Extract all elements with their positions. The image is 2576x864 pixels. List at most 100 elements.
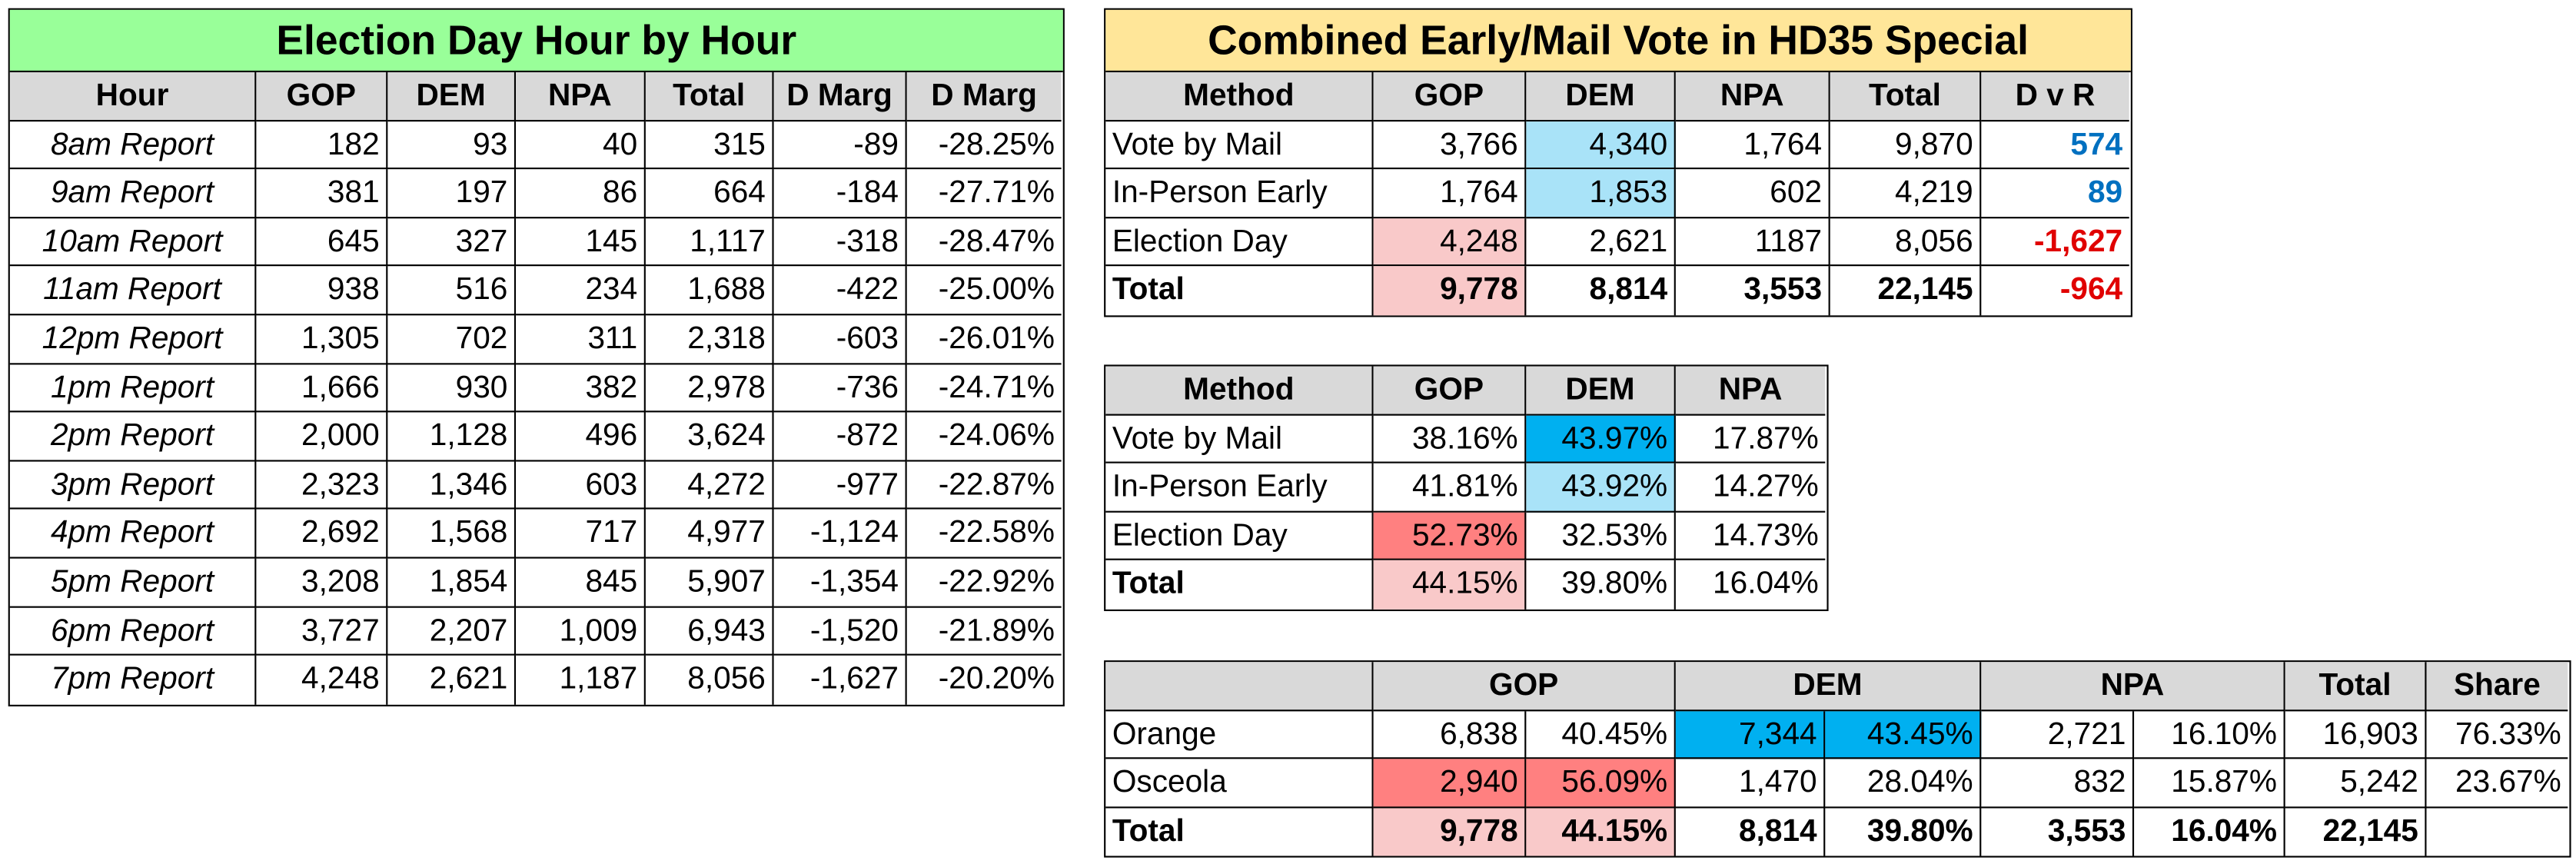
cell: In-Person Early bbox=[1105, 169, 1374, 218]
cell: -21.89% bbox=[906, 607, 1062, 656]
cell: 9,778 bbox=[1373, 267, 1527, 316]
cell: 2,000 bbox=[256, 412, 388, 461]
table-row: Osceola 2,940 56.09% 1,470 28.04% 832 15.87% 5,… bbox=[1105, 759, 2569, 808]
cell: -20.20% bbox=[938, 662, 1055, 697]
cell: 28.04% bbox=[1825, 759, 1982, 808]
table-row: Orange 6,838 40.45% 7,344 43.45% 2,721 16.10% 1… bbox=[1105, 710, 2569, 759]
cell: 311 bbox=[516, 315, 646, 364]
cell: 2,318 bbox=[645, 315, 774, 364]
cell: 938 bbox=[256, 267, 388, 316]
cell: DEM bbox=[1675, 662, 1982, 711]
table-row: Total 9,778 44.15% 8,814 39.80% 3,553 16.04% 22… bbox=[1105, 807, 2569, 857]
table-row: 11am Report 938 516 234 1,688 -422 -25.00% bbox=[9, 267, 1063, 316]
cell: 145 bbox=[516, 218, 646, 268]
cell: 2pm Report bbox=[9, 412, 257, 461]
header-row: Method GOP DEM NPA bbox=[1105, 366, 1826, 415]
table-row: In-Person Early 41.81% 43.92% 14.27% bbox=[1105, 464, 1826, 513]
cell: 38.16% bbox=[1373, 414, 1527, 464]
table-title: Combined Early/Mail Vote in HD35 Special bbox=[1105, 9, 2131, 73]
cell: -1,354 bbox=[773, 558, 907, 607]
cell: DEM bbox=[1526, 72, 1676, 121]
cell: 3,553 bbox=[1981, 807, 2135, 857]
cell: -736 bbox=[773, 364, 907, 413]
cell: -25.00% bbox=[906, 267, 1062, 316]
cell: 1,305 bbox=[256, 315, 388, 364]
cell: 17.87% bbox=[1675, 415, 1826, 464]
cell: -26.01% bbox=[906, 315, 1062, 364]
cell: 930 bbox=[387, 364, 517, 413]
cell: 1,128 bbox=[387, 412, 517, 461]
cell: 7pm Report bbox=[10, 655, 257, 705]
header-row: Hour GOP DEM NPA Total D Marg D Marg bbox=[9, 72, 1063, 121]
cell: 3,208 bbox=[256, 558, 388, 607]
cell: 645 bbox=[256, 218, 388, 268]
table-row: 6pm Report 3,727 2,207 1,009 6,943 -1,520 -21.… bbox=[9, 606, 1063, 656]
cell: 1,117 bbox=[645, 218, 774, 268]
cell: -977 bbox=[773, 460, 907, 510]
cell: 23.67% bbox=[2426, 759, 2568, 808]
table-row: 1pm Report 1,666 930 382 2,978 -736 -24.71% bbox=[9, 364, 1063, 413]
cell: NPA bbox=[1675, 72, 1830, 121]
cell: 43.97% bbox=[1526, 414, 1676, 464]
cell: 4,219 bbox=[1830, 169, 1982, 218]
cell: 8,056 bbox=[646, 655, 774, 705]
cell: 717 bbox=[516, 510, 646, 559]
cell: 8,814 bbox=[1526, 267, 1676, 316]
hourly-table: Election Day Hour by Hour Hour GOP DEM NPA To… bbox=[8, 8, 1065, 706]
cell: 3,766 bbox=[1373, 121, 1527, 170]
table-row: Election Day 52.73% 32.53% 14.73% bbox=[1105, 512, 1826, 561]
cell: NPA bbox=[1981, 662, 2285, 711]
cell: 1,568 bbox=[387, 510, 517, 559]
cell: -1,124 bbox=[773, 510, 907, 559]
cell: -89 bbox=[773, 121, 907, 170]
cell: GOP bbox=[1373, 366, 1527, 415]
cell: Vote by Mail bbox=[1105, 121, 1374, 170]
table-row: 10am Report 645 327 145 1,117 -318 -28.47% bbox=[9, 218, 1063, 268]
cell: 3,553 bbox=[1676, 267, 1830, 316]
cell: 382 bbox=[516, 364, 646, 413]
table-row: 4pm Report 2,692 1,568 717 4,977 -1,124 -22.58… bbox=[9, 510, 1063, 559]
cell: 9am Report bbox=[9, 169, 257, 218]
table-row: Election Day 4,248 2,621 1187 8,056 -1,627 bbox=[1105, 218, 2131, 268]
cell: 22,145 bbox=[2285, 807, 2427, 857]
table-row: 7pm Report 4,248 2,621 1,187 8,056 -1,627 -20.… bbox=[10, 655, 1063, 705]
cell: 8am Report bbox=[9, 121, 257, 170]
cell: 234 bbox=[516, 267, 646, 316]
cell: -24.71% bbox=[906, 364, 1062, 413]
table-row: 5pm Report 3,208 1,854 845 5,907 -1,354 -22.92… bbox=[9, 558, 1063, 607]
cell: Total bbox=[645, 72, 774, 121]
cell: 9,778 bbox=[1373, 807, 1527, 857]
table-row: In-Person Early 1,764 1,853 602 4,219 89 bbox=[1105, 169, 2131, 218]
cell: 315 bbox=[645, 121, 774, 170]
cell: 8,814 bbox=[1676, 807, 1826, 857]
cell: 516 bbox=[387, 267, 517, 316]
cell: 381 bbox=[256, 169, 388, 218]
cell: 182 bbox=[256, 121, 388, 170]
cell: -603 bbox=[773, 315, 907, 364]
cell: -422 bbox=[773, 267, 907, 316]
cell: -22.58% bbox=[906, 510, 1062, 559]
cell: -1,627 bbox=[774, 655, 907, 705]
cell: 1,853 bbox=[1526, 169, 1676, 218]
cell: 16,903 bbox=[2285, 710, 2427, 759]
cell: 40 bbox=[516, 121, 646, 170]
cell: Total bbox=[1105, 807, 1374, 857]
cell: D v R bbox=[1981, 72, 2129, 121]
cell: 16.10% bbox=[2134, 710, 2285, 759]
cell: 41.81% bbox=[1373, 464, 1527, 513]
table-row: Total 9,778 8,814 3,553 22,145 -964 bbox=[1105, 267, 2131, 316]
table-row: 12pm Report 1,305 702 311 2,318 -603 -26.01% bbox=[9, 315, 1063, 364]
cell: -184 bbox=[773, 169, 907, 218]
cell: In-Person Early bbox=[1105, 464, 1374, 513]
cell: 11am Report bbox=[9, 267, 257, 316]
cell: 12pm Report bbox=[9, 315, 257, 364]
cell: 603 bbox=[516, 460, 646, 510]
cell: 10am Report bbox=[9, 218, 257, 268]
cell: -22.87% bbox=[906, 461, 1062, 510]
cell: NPA bbox=[1675, 366, 1826, 415]
cell: 4,340 bbox=[1526, 121, 1676, 170]
header-row: GOP DEM NPA Total Share bbox=[1105, 662, 2569, 711]
cell: DEM bbox=[1526, 366, 1676, 415]
cell: 845 bbox=[516, 558, 646, 607]
cell: Method bbox=[1105, 72, 1374, 121]
